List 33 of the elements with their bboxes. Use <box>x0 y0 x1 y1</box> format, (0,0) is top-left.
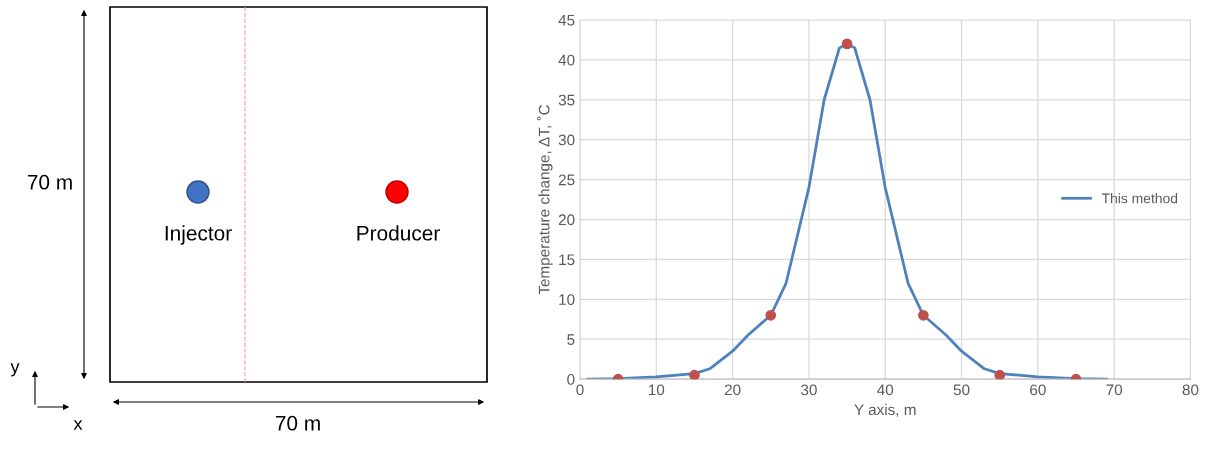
x-tick-label: 80 <box>1182 384 1199 396</box>
text: 70 m <box>27 174 72 190</box>
x-tick-label: 20 <box>724 384 741 396</box>
text: Producer <box>357 225 440 241</box>
x-tick-label: 10 <box>648 384 665 396</box>
y-tick-label: 0 <box>567 374 575 385</box>
text: y <box>10 363 20 377</box>
y-tick-label: 10 <box>559 294 575 306</box>
y-tick-label: 20 <box>558 214 575 226</box>
legend-label: This method <box>1101 193 1178 204</box>
y-tick-label: 30 <box>558 134 575 146</box>
point <box>841 38 853 50</box>
y-axis-title: Temperature change, ΔT, ˚C <box>537 105 553 295</box>
x-tick-label: 50 <box>953 384 970 396</box>
x-tick-label: 70 <box>1106 384 1123 396</box>
x-tick-label: 40 <box>877 384 894 396</box>
y-tick-label: 5 <box>567 334 575 345</box>
x-axis-title: Y axis, m <box>854 403 916 417</box>
x-tick-label: 60 <box>1030 384 1046 396</box>
point <box>918 309 929 321</box>
point <box>689 369 700 380</box>
point <box>994 369 1006 380</box>
x-tick-label: 0 <box>576 384 584 396</box>
y-tick-label: 40 <box>558 54 575 66</box>
text: x <box>73 420 83 430</box>
text: 70 m <box>275 415 320 431</box>
point <box>765 309 777 321</box>
y-tick-label: 35 <box>558 94 575 106</box>
y-tick-label: 45 <box>558 14 575 26</box>
y-tick-label: 25 <box>558 174 575 186</box>
y-tick-label: 15 <box>559 254 575 266</box>
text: Injector <box>165 225 232 245</box>
x-tick-label: 30 <box>801 384 817 396</box>
